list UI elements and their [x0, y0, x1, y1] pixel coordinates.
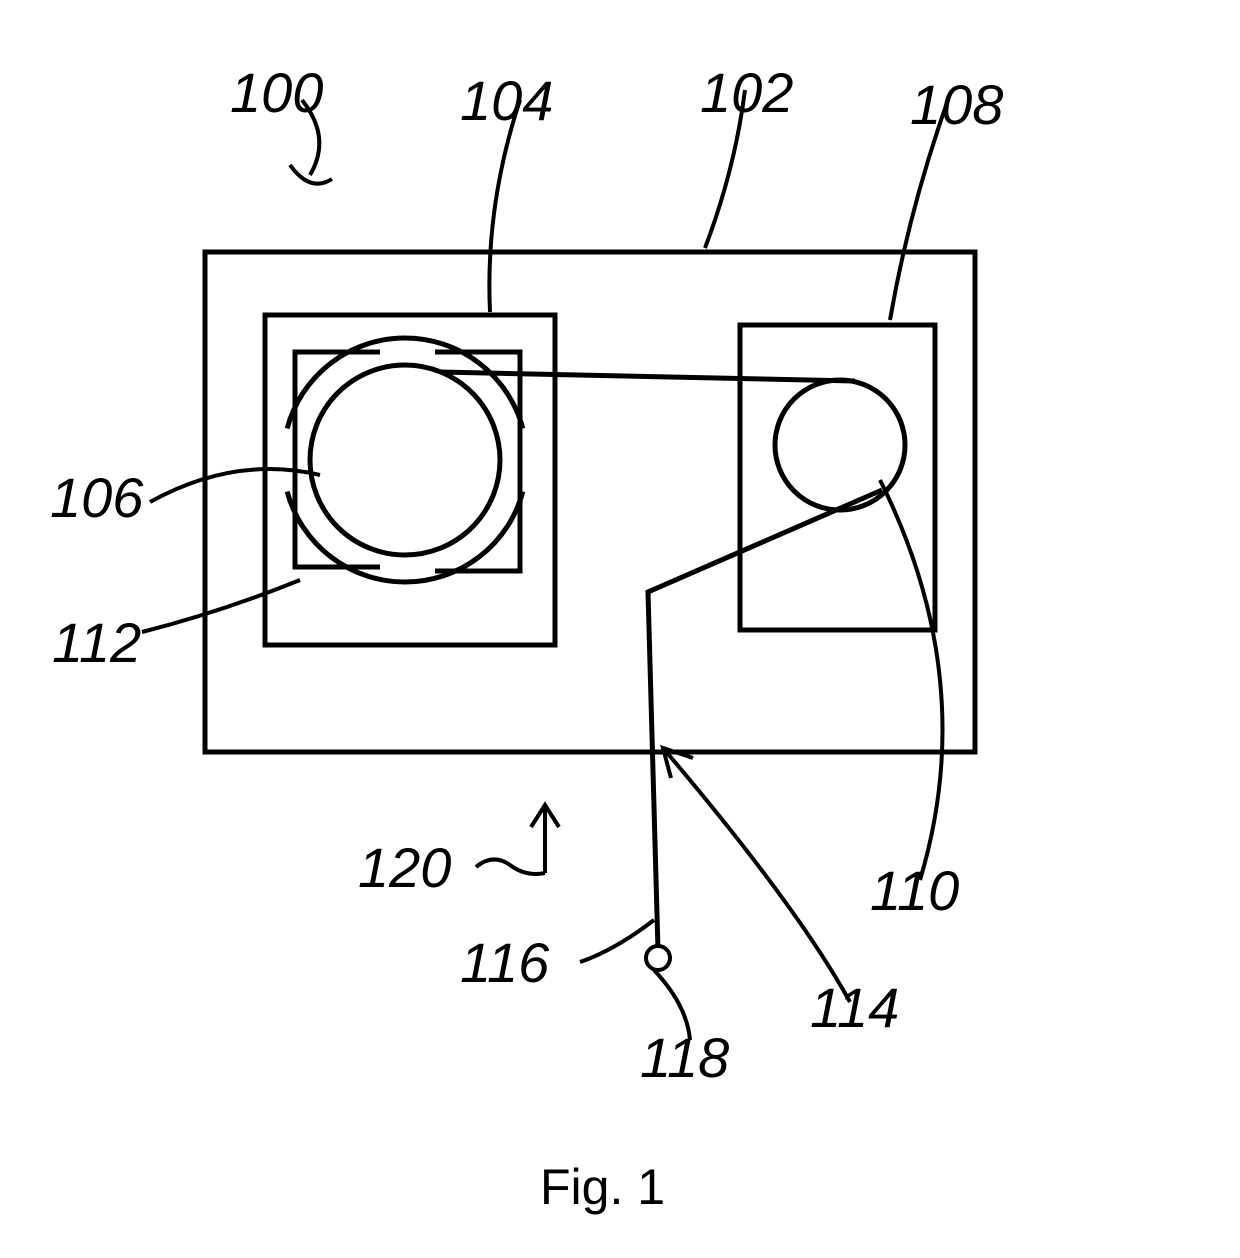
label-102: 102	[700, 60, 793, 125]
leader-120	[476, 859, 545, 874]
diagram-container: 100 102 104 108 106 112 110 114 116 118 …	[0, 0, 1240, 1258]
label-110: 110	[870, 858, 959, 923]
leader-114	[663, 748, 850, 1002]
belt-line	[440, 372, 855, 381]
figure-svg	[0, 0, 1240, 1258]
label-108: 108	[910, 72, 1003, 137]
thread-line	[648, 490, 882, 950]
label-104: 104	[460, 68, 553, 133]
label-100: 100	[230, 60, 323, 125]
label-120: 120	[358, 835, 451, 900]
figure-caption: Fig. 1	[540, 1158, 665, 1216]
label-112: 112	[52, 610, 141, 675]
thread-end-bead	[646, 946, 670, 970]
left-pulley	[310, 365, 500, 555]
leader-112	[142, 580, 300, 632]
leader-116	[580, 920, 654, 962]
label-106: 106	[50, 465, 143, 530]
label-114: 114	[810, 975, 899, 1040]
label-118: 118	[640, 1025, 729, 1090]
label-116: 116	[460, 930, 549, 995]
